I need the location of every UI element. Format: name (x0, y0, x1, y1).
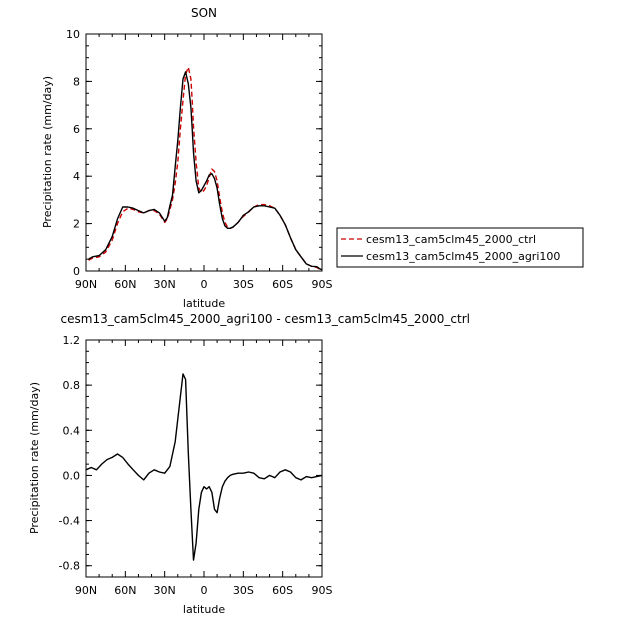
top-y-axis-label: Precipitation rate (mm/day) (41, 76, 54, 228)
top-y-tick-label: 10 (66, 28, 80, 41)
top-x-tick-label: 30S (233, 278, 254, 291)
top-x-tick-label: 0 (201, 278, 208, 291)
top-y-tick-label: 0 (73, 265, 80, 278)
bottom-x-tick-label: 30S (233, 584, 254, 597)
top-y-tick-label: 2 (73, 218, 80, 231)
bottom-x-tick-label: 30N (154, 584, 176, 597)
top-series-line-0 (88, 66, 323, 271)
bottom-plot-frame (85, 339, 323, 578)
top-x-tick-label: 90S (312, 278, 333, 291)
bottom-y-tick-label: 1.2 (63, 334, 81, 347)
legend-box (336, 227, 584, 268)
legend-label-agri100: cesm13_cam5clm45_2000_agri100 (366, 250, 560, 263)
top-y-tick-label: 8 (73, 75, 80, 88)
legend-label-ctrl: cesm13_cam5clm45_2000_ctrl (366, 233, 536, 246)
top-x-tick-label: 60N (114, 278, 136, 291)
top-plot-frame (85, 33, 323, 272)
top-axis-ticks: 90N 60N 30N 0 30S 60S 90S 0 2 4 6 8 10 (66, 28, 333, 291)
bottom-axis-ticks: 90N 60N 30N 0 30S 60S 90S -0.8 -0.4 0.0 0.4 0.8 1.2 (59, 334, 333, 597)
bottom-x-axis-label: latitude (183, 603, 225, 616)
top-x-axis-label: latitude (183, 297, 225, 310)
bottom-y-tick-label: -0.4 (59, 515, 80, 528)
bottom-y-tick-label: 0.0 (63, 469, 81, 482)
bottom-x-tick-label: 90S (312, 584, 333, 597)
bottom-y-axis-label: Precipitation rate (mm/day) (28, 382, 41, 534)
bottom-y-tick-label: 0.8 (63, 379, 81, 392)
legend: cesm13_cam5clm45_2000_ctrl cesm13_cam5cl… (336, 227, 584, 268)
top-x-tick-label: 60S (272, 278, 293, 291)
bottom-chart-title: cesm13_cam5clm45_2000_agri100 - cesm13_c… (61, 312, 470, 326)
bottom-x-tick-label: 60N (114, 584, 136, 597)
bottom-x-tick-label: 0 (201, 584, 208, 597)
bottom-series-lines (85, 373, 323, 561)
bottom-y-tick-label: -0.8 (59, 560, 80, 573)
bottom-y-tick-label: 0.4 (63, 424, 81, 437)
top-series-lines (88, 66, 323, 271)
top-series-line-1 (88, 71, 323, 271)
bottom-x-tick-label: 60S (272, 584, 293, 597)
top-chart-title: SON (191, 6, 217, 20)
bottom-series-line-0 (85, 373, 323, 561)
top-y-tick-label: 4 (73, 170, 80, 183)
bottom-panel: cesm13_cam5clm45_2000_agri100 - cesm13_c… (28, 312, 470, 616)
top-x-tick-label: 90N (75, 278, 97, 291)
top-y-tick-label: 6 (73, 123, 80, 136)
top-x-tick-label: 30N (154, 278, 176, 291)
bottom-x-tick-label: 90N (75, 584, 97, 597)
